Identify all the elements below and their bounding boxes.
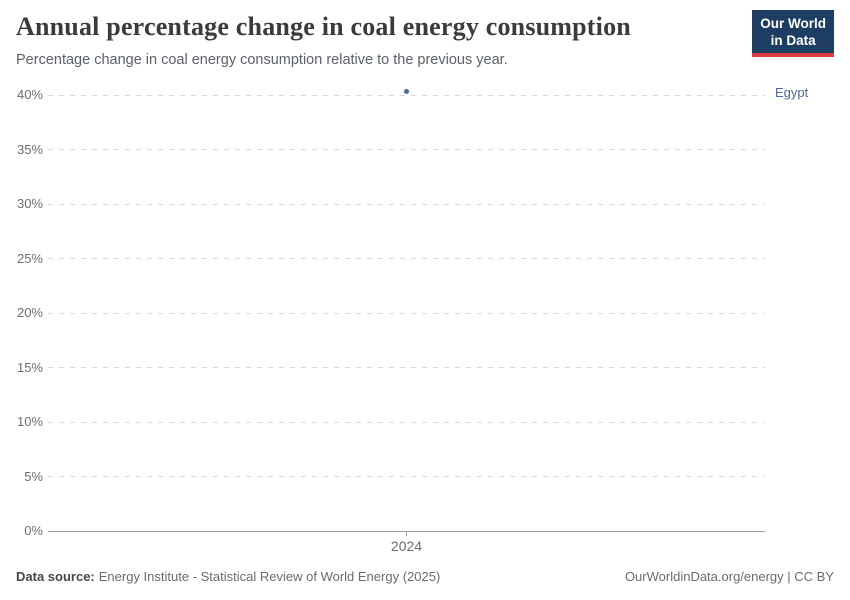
y-tick-label: 10% — [16, 414, 43, 429]
y-tick-label: 35% — [16, 141, 43, 157]
gridline — [48, 312, 765, 314]
y-tick-label: 20% — [16, 305, 43, 320]
gridline — [48, 149, 765, 150]
y-tick-label: 30% — [16, 196, 43, 211]
gridline — [48, 367, 765, 368]
chart-subtitle: Percentage change in coal energy consump… — [16, 52, 508, 68]
y-tick-label: 15% — [16, 359, 43, 375]
owid-logo: Our World in Data — [752, 10, 834, 57]
gridline — [48, 421, 765, 423]
data-source-label: Data source: — [16, 569, 95, 584]
owid-logo-line1: Our World — [760, 16, 826, 31]
y-tick-label: 5% — [24, 468, 43, 484]
series-entity-label[interactable]: Egypt — [775, 84, 809, 100]
gridline — [48, 476, 765, 477]
y-tick-label: 0% — [24, 523, 43, 538]
gridline — [48, 258, 765, 259]
x-tick-label: 2024 — [390, 538, 423, 554]
y-tick-label: 25% — [16, 250, 43, 266]
gridline — [48, 203, 765, 205]
data-source-text: Energy Institute - Statistical Review of… — [98, 569, 441, 584]
data-source: Data source: Energy Institute - Statistic… — [16, 569, 440, 584]
gridline — [48, 94, 765, 96]
footer-attribution: OurWorldinData.org/energy | CC BY — [624, 569, 834, 584]
x-tick-mark — [406, 531, 407, 536]
y-tick-label: 40% — [16, 87, 43, 102]
page-title: Annual percentage change in coal energy … — [16, 12, 631, 41]
owid-logo-line2: in Data — [770, 33, 816, 48]
data-point[interactable] — [404, 89, 409, 95]
